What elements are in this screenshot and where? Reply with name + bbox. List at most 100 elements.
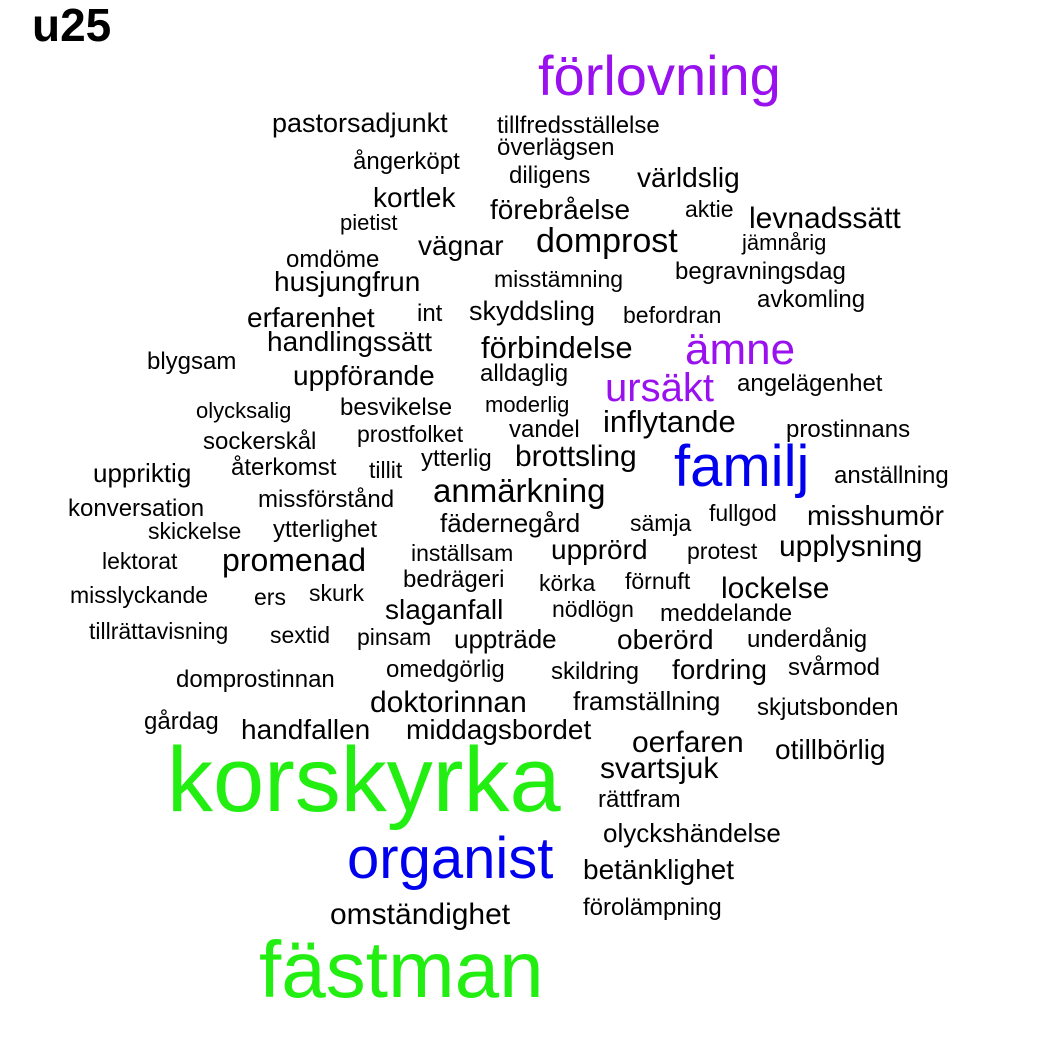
word-ursakt: ursäkt [605,366,714,410]
word-misstamning: misstämning [494,266,624,292]
word-avkomling: avkomling [757,286,866,313]
word-kortlek: kortlek [373,182,456,213]
word-sextid: sextid [270,622,331,648]
word-tillrattavisning: tillrättavisning [89,618,229,644]
word-fastman: fästman [259,925,544,1014]
word-underdanig: underdånig [747,626,868,653]
word-skildring: skildring [551,658,640,685]
word-befordran: befordran [623,302,722,328]
word-aktie: aktie [685,196,734,222]
word-nodlogn: nödlögn [552,596,634,622]
word-skickelse: skickelse [148,518,242,544]
word-misslyckande: misslyckande [70,582,209,608]
word-lockelse: lockelse [721,572,830,605]
word-forolampning: förolämpning [583,894,722,921]
word-oerfaren: oerfaren [632,726,744,759]
word-amne: ämne [685,325,796,374]
word-meddelande: meddelande [660,600,793,627]
word-moderlig: moderlig [485,392,570,417]
word-domprostinnan: domprostinnan [176,666,335,693]
word-prostinnans: prostinnans [786,416,911,443]
word-forebraelse: förebråelse [490,194,631,225]
word-ytterlig: ytterlig [421,445,492,472]
word-fullgod: fullgod [709,500,777,526]
word-int: int [417,300,443,327]
word-handlingssatt: handlingssätt [267,326,433,357]
word-pietist: pietist [340,210,398,235]
word-ytterlighet: ytterlighet [273,516,378,543]
word-angerkopt: ångerköpt [353,148,460,175]
word-bedrageri: bedrägeri [403,566,505,593]
word-overlagsen: överlägsen [497,134,615,161]
word-brottsling: brottsling [515,440,637,473]
word-svartsjuk: svartsjuk [600,752,719,785]
word-forlovning: förlovning [538,44,781,107]
word-tillfredsstallelse: tillfredsställelse [497,112,660,139]
word-fornuft: förnuft [625,568,691,594]
word-vagnar: vägnar [418,230,504,261]
word-rattfram: rättfram [598,786,681,813]
word-slaganfall: slaganfall [385,594,504,625]
word-inflytande: inflytande [603,404,736,439]
word-tillit: tillit [369,457,403,483]
word-skurk: skurk [309,580,364,606]
word-uppforande: uppförande [293,360,435,391]
word-misshumor: misshumör [807,500,944,531]
word-domprost: domprost [536,222,678,260]
word-oberord: oberörd [617,624,714,655]
word-skyddsling: skyddsling [469,296,596,326]
word-blygsam: blygsam [147,348,237,375]
word-upplysning: upplysning [779,530,923,563]
word-svarmod: svårmod [788,654,881,681]
word-handfallen: handfallen [241,714,371,745]
word-gardag: gårdag [144,708,219,735]
word-samja: sämja [630,510,692,536]
word-konversation: konversation [68,495,205,522]
word-angelagenhet: angelägenhet [737,370,883,397]
word-betanklighet: betänklighet [583,854,735,885]
word-omdome: omdöme [286,246,380,273]
word-korka: körka [539,570,596,596]
word-doktorinnan: doktorinnan [370,686,527,719]
word-besvikelse: besvikelse [340,394,453,421]
word-upptrade: uppträde [454,624,557,654]
word-pastorsadjunkt: pastorsadjunkt [272,108,448,138]
page-title: u25 [32,0,112,51]
word-omstandighet: omständighet [330,898,511,931]
word-framstallning: framställning [573,686,721,716]
word-lektorat: lektorat [102,548,178,574]
word-pinsam: pinsam [357,624,432,650]
word-vandel: vandel [509,416,580,443]
word-forbindelse: förbindelse [481,330,633,365]
word-promenad: promenad [222,542,367,578]
word-prostfolket: prostfolket [357,421,464,447]
word-omedgorlig: omedgörlig [386,656,505,683]
word-varldslig: världslig [637,162,740,193]
word-diligens: diligens [509,162,591,189]
word-familj: familj [674,434,810,499]
word-organist: organist [347,826,554,891]
word-olycksalig: olycksalig [196,398,292,423]
word-jamnarig: jämnårig [742,230,827,255]
word-aterkomst: återkomst [231,454,337,481]
word-upprord: upprörd [551,534,648,565]
word-sockerskal: sockerskål [203,428,317,455]
word-protest: protest [687,538,758,564]
word-installsam: inställsam [411,540,514,566]
word-fadernegard: fädernegård [440,508,581,538]
word-alldaglig: alldaglig [480,360,569,387]
word-begravningsdag: begravningsdag [675,258,846,285]
word-skjutsbonden: skjutsbonden [757,694,899,721]
word-anmarkning: anmärkning [433,472,606,509]
word-ers: ers [254,584,286,610]
word-middagsbordet: middagsbordet [406,714,592,745]
word-anstallning: anställning [834,462,949,489]
word-levnadssatt: levnadssätt [749,202,901,235]
word-uppriktig: uppriktig [93,458,192,488]
word-husjungfrun: husjungfrun [274,266,421,297]
word-korskyrka: korskyrka [167,729,561,831]
word-fordring: fordring [672,654,767,685]
word-olyckshandelse: olyckshändelse [603,818,781,848]
word-erfarenhet: erfarenhet [247,302,375,333]
